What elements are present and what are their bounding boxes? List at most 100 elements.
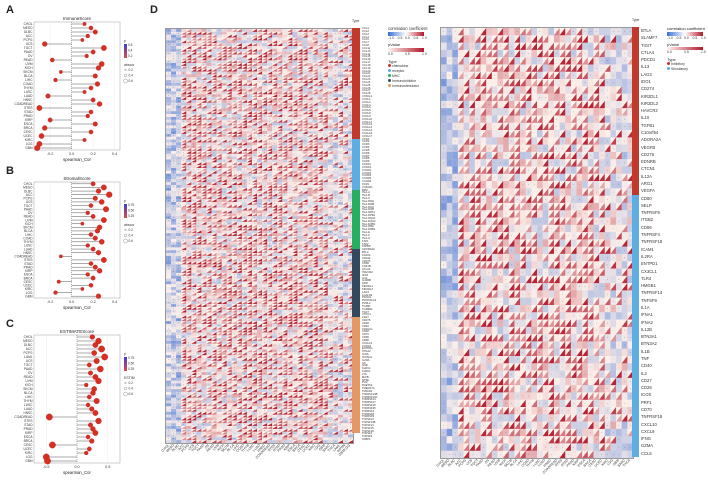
heatmap-dot <box>259 265 260 267</box>
heatmap-cell <box>216 196 222 200</box>
heatmap-dot <box>178 268 179 269</box>
heatmap-cell <box>317 253 323 256</box>
heatmap-cell <box>318 247 323 250</box>
heatmap-dot <box>249 152 250 153</box>
lollipop-point <box>91 350 97 356</box>
heatmap-cell <box>256 156 263 160</box>
heatmap-cell <box>287 224 293 228</box>
heatmap-dot <box>335 166 336 167</box>
heatmap-dot <box>244 228 245 230</box>
heatmap-dot <box>324 191 326 193</box>
heatmap-dot <box>269 84 270 85</box>
heatmap-dot <box>223 268 225 269</box>
heatmap-cell <box>277 162 283 166</box>
heatmap-cell <box>231 94 237 98</box>
heatmap-cell <box>282 119 288 123</box>
heatmap-cell <box>292 99 298 103</box>
heatmap-dot <box>183 234 184 235</box>
heatmap-cell <box>302 227 308 231</box>
heatmap-cell <box>221 37 227 41</box>
lollipop-point <box>92 430 99 436</box>
heatmap-dot <box>350 106 351 108</box>
heatmap-dot <box>269 245 270 247</box>
heatmap-cell <box>251 264 257 268</box>
heatmap-cell <box>277 51 283 55</box>
heatmap-dot <box>233 174 235 176</box>
y-tick-label: KICH <box>25 66 33 70</box>
heatmap-cell <box>191 204 197 208</box>
heatmap-cell <box>231 29 237 32</box>
heatmap-dot <box>188 166 189 167</box>
heatmap-cell <box>181 244 187 248</box>
heatmap-cell <box>226 250 232 254</box>
heatmap-cell <box>267 71 273 75</box>
y-tick-label: KIRC <box>25 287 33 291</box>
heatmap-cell <box>216 210 222 214</box>
heatmap-cell <box>216 173 222 177</box>
lollipop-point <box>92 374 99 380</box>
heatmap-dot <box>223 254 225 255</box>
heatmap-cell <box>302 156 308 160</box>
lollipop-point <box>92 29 98 35</box>
heatmap-dot <box>269 194 270 196</box>
heatmap-cell <box>262 46 268 49</box>
heatmap-cell <box>297 156 303 160</box>
heatmap-dot <box>314 69 316 71</box>
y-tick-label: PAAD <box>24 207 33 211</box>
heatmap-cell <box>186 255 192 259</box>
heatmap-dot <box>193 274 195 275</box>
heatmap-dot <box>264 78 265 79</box>
heatmap-dot <box>350 259 351 261</box>
lollipop-point <box>84 450 89 456</box>
heatmap-cell <box>176 167 182 171</box>
heatmap-cell <box>282 153 288 157</box>
heatmap-dot <box>340 259 341 261</box>
heatmap-cell <box>236 167 242 171</box>
lollipop-point <box>101 217 107 223</box>
y-tick-label: CESC <box>24 280 34 284</box>
heatmap-cell <box>342 267 348 271</box>
heatmap-dot <box>274 200 275 201</box>
heatmap-cell <box>267 156 273 160</box>
heatmap-cell <box>191 218 197 222</box>
heatmap-cell <box>317 167 323 171</box>
heatmap-dot <box>249 81 250 82</box>
heatmap-cell <box>191 119 197 123</box>
heatmap-cell <box>287 80 293 83</box>
heatmap-cell <box>251 40 257 44</box>
heatmap-dot <box>198 194 200 196</box>
heatmap-dot <box>183 95 184 96</box>
heatmap-cell <box>292 213 298 217</box>
legend-p-tick: 0.75 <box>128 203 134 207</box>
heatmap-dot <box>188 169 189 170</box>
heatmap-cell <box>347 218 353 222</box>
heatmap-cell <box>337 184 343 188</box>
heatmap-cell <box>267 233 273 236</box>
heatmap-cell <box>251 99 257 103</box>
heatmap-cell <box>216 145 222 149</box>
heatmap-cell <box>171 236 177 239</box>
heatmap-cell <box>327 207 333 211</box>
heatmap-cell <box>292 204 298 208</box>
heatmap-cell <box>211 116 217 120</box>
heatmap-cell <box>292 85 298 89</box>
heatmap-cell <box>327 40 333 44</box>
heatmap-cell <box>337 97 343 100</box>
heatmap-cell <box>332 270 338 273</box>
heatmap-dot <box>284 194 286 196</box>
heatmap-dot <box>350 75 351 77</box>
heatmap-cell <box>302 230 308 234</box>
heatmap-dot <box>239 177 240 179</box>
heatmap-cell <box>342 241 348 245</box>
y-tick-label: TGCT <box>24 204 33 208</box>
y-tick-label: THYM <box>23 240 32 244</box>
heatmap-dot <box>335 78 336 79</box>
heatmap-dot <box>335 81 336 82</box>
heatmap-cell <box>322 122 328 126</box>
heatmap-dot <box>183 120 184 122</box>
heatmap-cell <box>262 196 268 200</box>
heatmap-cell <box>277 204 283 208</box>
heatmap-cell <box>297 108 303 112</box>
heatmap-dot <box>203 35 205 37</box>
heatmap-cell <box>241 267 247 271</box>
